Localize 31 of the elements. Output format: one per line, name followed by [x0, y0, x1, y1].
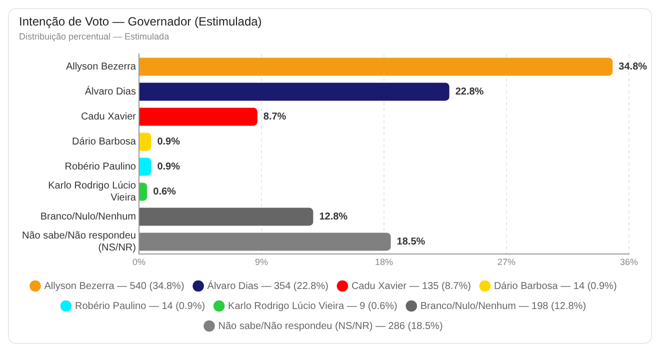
- y-tick-label: Allyson Bezerra: [66, 61, 136, 72]
- data-label: 0.9%: [157, 161, 180, 172]
- legend-label: Cadu Xavier — 135 (8.7%): [351, 280, 471, 292]
- y-tick-label: Álvaro Dias: [84, 85, 136, 98]
- data-label: 0.9%: [157, 136, 180, 148]
- y-tick-label: Robério Paulino: [64, 161, 136, 172]
- legend-label: Álvaro Dias — 354 (22.8%): [207, 280, 328, 292]
- data-label: 18.5%: [396, 236, 426, 248]
- y-tick-label: Cadu Xavier: [80, 111, 137, 122]
- y-tick-label: Dário Barbosa: [72, 136, 136, 148]
- x-tick-label: 9%: [254, 257, 268, 268]
- data-label: 12.8%: [319, 211, 348, 222]
- legend-label: Dário Barbosa — 14 (0.9%): [494, 280, 617, 292]
- chart-title: Intenção de Voto — Governador (Estimulada): [19, 14, 262, 29]
- x-tick-label: 36%: [620, 257, 638, 268]
- legend-label: Karlo Rodrigo Lúcio Vieira — 9 (0.6%): [228, 300, 398, 312]
- legend-label: Não sabe/Não respondeu (NS/NR) — 286 (18.5%): [218, 320, 443, 332]
- y-tick-label: Branco/Nulo/Nenhum: [40, 211, 136, 222]
- data-label: 34.8%: [618, 61, 648, 72]
- data-label: 8.7%: [263, 111, 286, 122]
- y-tick-label: Karlo Rodrigo Lúcio Vieira: [48, 180, 136, 204]
- data-label: 0.6%: [153, 186, 176, 198]
- chart-subtitle: Distribuição percentual — Estimulada: [19, 31, 170, 42]
- legend-label: Allyson Bezerra — 540 (34.8%): [44, 280, 184, 292]
- x-tick-label: 0%: [132, 257, 146, 268]
- legend-label: Robério Paulino — 14 (0.9%): [74, 300, 206, 312]
- data-label: 22.8%: [455, 86, 484, 98]
- x-tick-label: 27%: [497, 257, 516, 268]
- legend-label: Branco/Nulo/Nenhum — 198 (12.8%): [420, 300, 586, 312]
- y-tick-label: Não sabe/Não respondeu (NS/NR): [22, 230, 136, 254]
- x-tick-label: 18%: [374, 257, 393, 268]
